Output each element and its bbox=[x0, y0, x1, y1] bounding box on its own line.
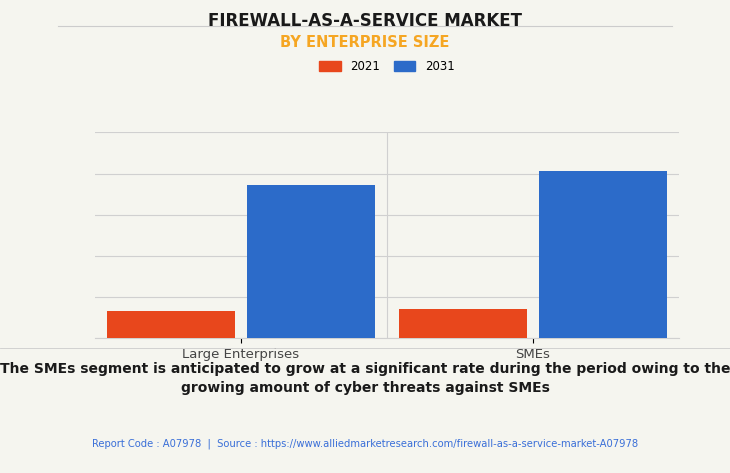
Text: Report Code : A07978  |  Source : https://www.alliedmarketresearch.com/firewall-: Report Code : A07978 | Source : https://… bbox=[92, 439, 638, 449]
Bar bbox=[399, 309, 527, 338]
Text: FIREWALL-AS-A-SERVICE MARKET: FIREWALL-AS-A-SERVICE MARKET bbox=[208, 12, 522, 30]
Text: The SMEs segment is anticipated to grow at a significant rate during the period : The SMEs segment is anticipated to grow … bbox=[0, 362, 730, 395]
Bar bbox=[539, 171, 667, 338]
Bar bbox=[247, 184, 375, 338]
Text: BY ENTERPRISE SIZE: BY ENTERPRISE SIZE bbox=[280, 35, 450, 51]
Bar bbox=[107, 311, 235, 338]
Legend: 2021, 2031: 2021, 2031 bbox=[319, 60, 455, 73]
